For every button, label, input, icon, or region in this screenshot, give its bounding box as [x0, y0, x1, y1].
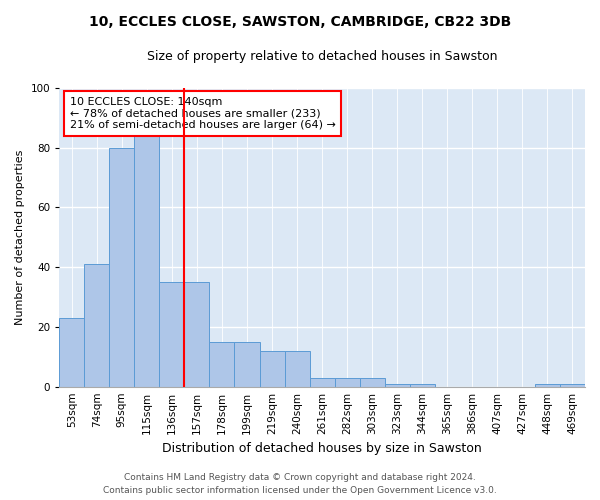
Text: Contains HM Land Registry data © Crown copyright and database right 2024.
Contai: Contains HM Land Registry data © Crown c…: [103, 474, 497, 495]
X-axis label: Distribution of detached houses by size in Sawston: Distribution of detached houses by size …: [162, 442, 482, 455]
Bar: [260, 351, 284, 386]
Bar: [284, 351, 310, 386]
Bar: [335, 378, 359, 386]
Bar: [109, 148, 134, 386]
Bar: [134, 136, 160, 386]
Bar: [209, 342, 235, 386]
Y-axis label: Number of detached properties: Number of detached properties: [15, 150, 25, 325]
Bar: [160, 282, 184, 387]
Bar: [560, 384, 585, 386]
Bar: [84, 264, 109, 386]
Bar: [310, 378, 335, 386]
Bar: [235, 342, 260, 386]
Bar: [535, 384, 560, 386]
Bar: [184, 282, 209, 387]
Bar: [410, 384, 435, 386]
Title: Size of property relative to detached houses in Sawston: Size of property relative to detached ho…: [147, 50, 497, 63]
Text: 10 ECCLES CLOSE: 140sqm
← 78% of detached houses are smaller (233)
21% of semi-d: 10 ECCLES CLOSE: 140sqm ← 78% of detache…: [70, 96, 335, 130]
Bar: [59, 318, 84, 386]
Bar: [359, 378, 385, 386]
Bar: [385, 384, 410, 386]
Text: 10, ECCLES CLOSE, SAWSTON, CAMBRIDGE, CB22 3DB: 10, ECCLES CLOSE, SAWSTON, CAMBRIDGE, CB…: [89, 15, 511, 29]
